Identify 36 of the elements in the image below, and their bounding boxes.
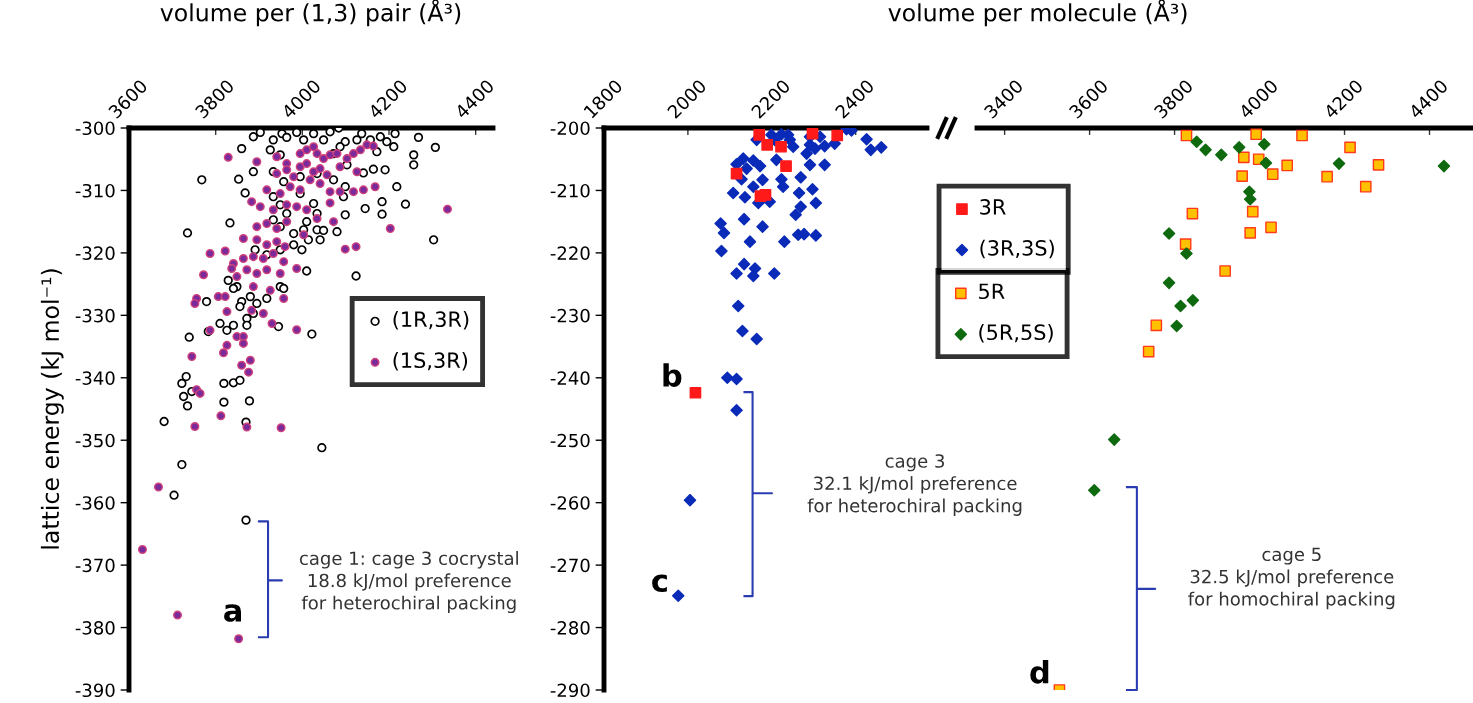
annotation: d [1030,660,1049,684]
legend-label: 3R [980,199,1006,215]
x-axis-title: volume per molecule (Å³) [888,0,1187,27]
y-tick-label: -300 [75,121,115,136]
legend-label: (1S,3R) [393,352,468,371]
y-tick-label: -230 [550,308,590,323]
y-axis-title: lattice energy (kJ mol⁻¹) [40,269,64,549]
annotation: cage 5 32.5 kJ/mol preference for homochiral packing [1188,547,1395,610]
y-tick-label: -200 [550,121,590,136]
y-tick-label: -350 [75,433,115,448]
y-tick-label: -390 [75,683,115,698]
y-tick-label: -280 [550,621,590,635]
legend-label: (5R,5S) [979,324,1053,343]
y-tick-label: -260 [550,496,590,510]
x-axis-title: volume per (1,3) pair (Å³) [160,0,461,27]
y-tick-label: -320 [75,246,115,261]
y-tick-label: -330 [75,308,115,323]
legend-label: (1R,3R) [393,311,469,330]
y-tick-label: -210 [550,183,590,198]
y-tick-label: -340 [75,371,115,385]
annotation: cage 1: cage 3 cocrystal 18.8 kJ/mol preference for heterochiral packing [299,551,518,614]
y-tick-label: -310 [75,183,115,198]
annotation: a [224,604,242,622]
annotation: cage 3 32.1 kJ/mol preference for heterochiral packing [807,454,1022,516]
y-tick-label: -290 [550,683,590,698]
annotation: c [652,574,667,593]
legend-label: 5R [979,283,1005,300]
legend-label: (3R,3S) [980,239,1054,259]
y-tick-label: -220 [550,246,590,261]
annotation: b [663,363,682,387]
y-tick-label: -380 [75,621,115,635]
y-tick-label: -240 [550,371,590,385]
y-tick-label: -370 [75,558,115,573]
y-tick-label: -360 [75,496,115,510]
y-tick-label: -270 [550,558,590,573]
y-tick-label: -250 [550,433,590,448]
